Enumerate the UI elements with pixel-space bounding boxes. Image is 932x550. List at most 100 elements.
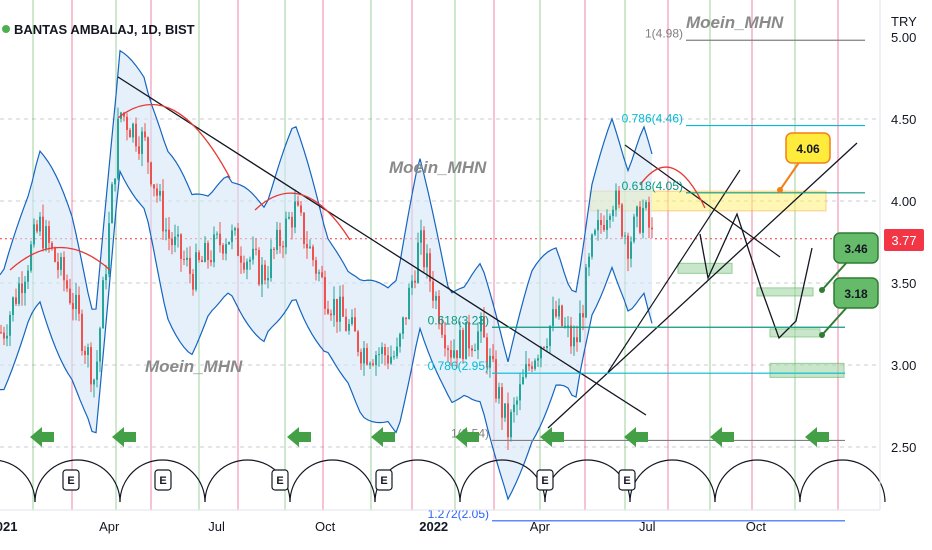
candle-body [174, 236, 176, 246]
candle-body [135, 123, 137, 147]
candle-body [516, 400, 518, 405]
candle-body [207, 242, 209, 261]
candle-body [246, 261, 248, 270]
candle-body [549, 326, 551, 347]
time-axis-ticks[interactable]: 2021 Apr Jul Oct 2022 Apr Jul Oct [0, 519, 766, 534]
candle-body [627, 235, 629, 259]
fib-label: 0.618(4.05) [622, 179, 683, 193]
channel-line [624, 144, 781, 258]
candle-body [375, 355, 377, 366]
candle-body [117, 118, 119, 179]
candle-body [450, 349, 452, 358]
earnings-letter: E [159, 475, 166, 487]
candle-body [456, 350, 458, 359]
candle-body [96, 361, 98, 380]
watermark-center: Moein_MHN [389, 158, 487, 177]
candle-body [582, 313, 584, 318]
candle-body [21, 283, 23, 294]
currency-label: TRY [891, 14, 917, 29]
candle-body [63, 257, 65, 281]
candle-body [510, 411, 512, 438]
price-callouts: 4.06 3.46 3.18 [777, 132, 879, 338]
candle-body [231, 230, 233, 242]
candle-body [30, 244, 32, 271]
candle-body [291, 216, 293, 228]
price-axis-ticks[interactable]: 4.50 4.00 3.50 3.00 2.50 5.00 [891, 30, 916, 455]
candle-body [585, 267, 587, 318]
candle-body [567, 325, 569, 327]
candle-body [147, 137, 149, 163]
candle-body [636, 206, 638, 217]
candle-body [0, 332, 2, 334]
candle-body [432, 281, 434, 301]
candle-body [570, 325, 572, 347]
time-tick-label: 2021 [0, 519, 17, 534]
candle-body [435, 295, 437, 301]
callout-box [833, 277, 879, 309]
candle-body [201, 260, 203, 262]
earnings-letter: E [67, 475, 74, 487]
time-tick-label: Apr [530, 519, 551, 534]
candle-body [330, 313, 332, 316]
candle-body [156, 188, 158, 196]
cycle-arc [289, 459, 376, 503]
fib-label: 1(4.98) [645, 26, 683, 40]
candle-body [639, 206, 641, 233]
candle-body [159, 190, 161, 196]
candle-body [411, 280, 413, 288]
earnings-badge [271, 469, 289, 491]
candle-body [648, 202, 650, 228]
candle-body [651, 227, 653, 230]
candle-body [555, 309, 557, 317]
candle-body [378, 354, 380, 356]
upper-band [0, 49, 653, 362]
candle-body [438, 295, 440, 325]
cycle-arrow [371, 427, 395, 447]
candle-body [36, 224, 38, 232]
candle-body [459, 330, 461, 359]
candle-body [336, 298, 338, 322]
uptrend-line [547, 142, 858, 429]
candlestick-series [0, 107, 653, 451]
cycle-arrow [30, 427, 54, 447]
candle-body [384, 347, 386, 356]
earnings-badge [154, 469, 172, 491]
candle-body [504, 403, 506, 418]
candle-body [294, 201, 296, 228]
watermark-left: Moein_MHN [145, 357, 243, 376]
candle-body [219, 233, 221, 246]
candle-body [93, 379, 95, 385]
candle-body [492, 355, 494, 360]
candle-body [99, 328, 101, 362]
chart-title: BANTAS AMBALAJ, 1D, BIST [14, 22, 195, 37]
candle-body [333, 298, 335, 316]
candle-body [588, 256, 590, 268]
candle-body [42, 216, 44, 249]
candle-body [192, 273, 194, 290]
candle-body [168, 229, 170, 239]
last-price-value: 3.77 [891, 233, 916, 248]
candle-body [624, 235, 626, 237]
candle-body [600, 220, 602, 225]
candle-body [369, 363, 371, 365]
cycle-arrow [112, 427, 136, 447]
candle-body [498, 387, 500, 399]
target-zone [769, 362, 845, 378]
cycle-arrow [624, 427, 648, 447]
candle-body [195, 252, 197, 290]
callout-label: 3.18 [844, 287, 868, 301]
candle-body [609, 216, 611, 220]
candle-body [150, 162, 152, 185]
earnings-badge [375, 469, 393, 491]
downtrend-line [117, 76, 647, 416]
callout-box [785, 132, 831, 164]
candle-body [306, 243, 308, 249]
candle-body [183, 259, 185, 261]
candle-body [180, 234, 182, 260]
candle-body [321, 272, 323, 278]
candle-body [420, 230, 422, 243]
candle-body [591, 234, 593, 257]
candle-body [51, 242, 53, 248]
candle-body [534, 360, 536, 369]
